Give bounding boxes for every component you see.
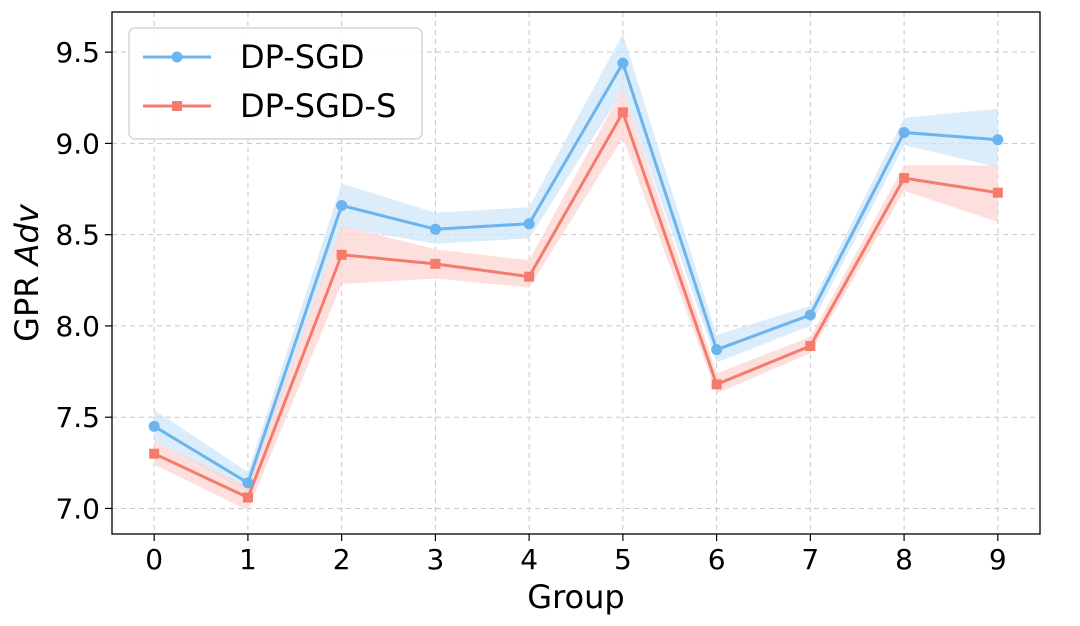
y-tick-label: 7.0 bbox=[55, 492, 100, 525]
point-dp-sgd-s bbox=[242, 492, 253, 503]
x-tick-label: 2 bbox=[333, 543, 351, 576]
legend-marker-dp-sgd bbox=[171, 51, 183, 63]
legend: DP-SGD DP-SGD-S bbox=[128, 27, 423, 140]
legend-marker-dp-sgd-s bbox=[172, 101, 182, 111]
point-dp-sgd-s bbox=[617, 107, 628, 118]
plot-frame bbox=[111, 11, 1041, 535]
point-dp-sgd-s bbox=[336, 249, 347, 260]
point-dp-sgd-s bbox=[899, 173, 910, 184]
legend-label-dp-sgd: DP-SGD bbox=[240, 38, 365, 76]
point-dp-sgd bbox=[429, 223, 441, 235]
point-dp-sgd-s bbox=[430, 258, 441, 269]
point-dp-sgd bbox=[711, 344, 723, 356]
y-axis-label-italic: Adv bbox=[8, 203, 46, 267]
y-tick-label: 7.5 bbox=[55, 401, 100, 434]
y-tick-label: 8.0 bbox=[55, 310, 100, 343]
line-dp-sgd bbox=[153, 61, 998, 485]
x-tick-label: 1 bbox=[239, 543, 257, 576]
point-dp-sgd bbox=[804, 309, 816, 321]
y-axis-label: GPR Adv bbox=[8, 203, 46, 342]
point-dp-sgd-s bbox=[805, 341, 816, 352]
point-dp-sgd bbox=[992, 134, 1004, 146]
x-tick-label: 7 bbox=[801, 543, 819, 576]
x-tick-label: 8 bbox=[895, 543, 913, 576]
point-dp-sgd bbox=[242, 477, 254, 489]
point-dp-sgd bbox=[898, 126, 910, 138]
point-dp-sgd bbox=[617, 57, 629, 69]
x-tick-label: 9 bbox=[989, 543, 1007, 576]
x-tick-label: 0 bbox=[145, 543, 163, 576]
series-lines bbox=[153, 61, 999, 499]
series-markers bbox=[148, 57, 1004, 503]
x-tick-label: 6 bbox=[708, 543, 726, 576]
x-axis-label: Group bbox=[527, 578, 624, 616]
point-dp-sgd-s bbox=[711, 379, 722, 390]
legend-label-dp-sgd-s: DP-SGD-S bbox=[240, 87, 396, 125]
point-dp-sgd-s bbox=[524, 271, 535, 282]
axis-ticks: 7.0 7.5 8.0 8.5 9.0 9.5 0 1 2 3 4 5 6 7 8 9 bbox=[55, 36, 1006, 576]
point-dp-sgd bbox=[148, 420, 160, 432]
y-tick-label: 8.5 bbox=[55, 219, 100, 252]
x-tick-label: 4 bbox=[520, 543, 538, 576]
x-tick-label: 5 bbox=[614, 543, 632, 576]
y-tick-label: 9.5 bbox=[55, 36, 100, 69]
y-tick-label: 9.0 bbox=[55, 127, 100, 160]
y-axis-label-prefix: GPR bbox=[8, 265, 46, 342]
point-dp-sgd bbox=[523, 218, 535, 230]
x-tick-label: 3 bbox=[426, 543, 444, 576]
point-dp-sgd-s bbox=[149, 448, 160, 459]
line-dp-sgd-s bbox=[153, 110, 999, 499]
point-dp-sgd bbox=[336, 199, 348, 211]
point-dp-sgd-s bbox=[992, 187, 1003, 198]
